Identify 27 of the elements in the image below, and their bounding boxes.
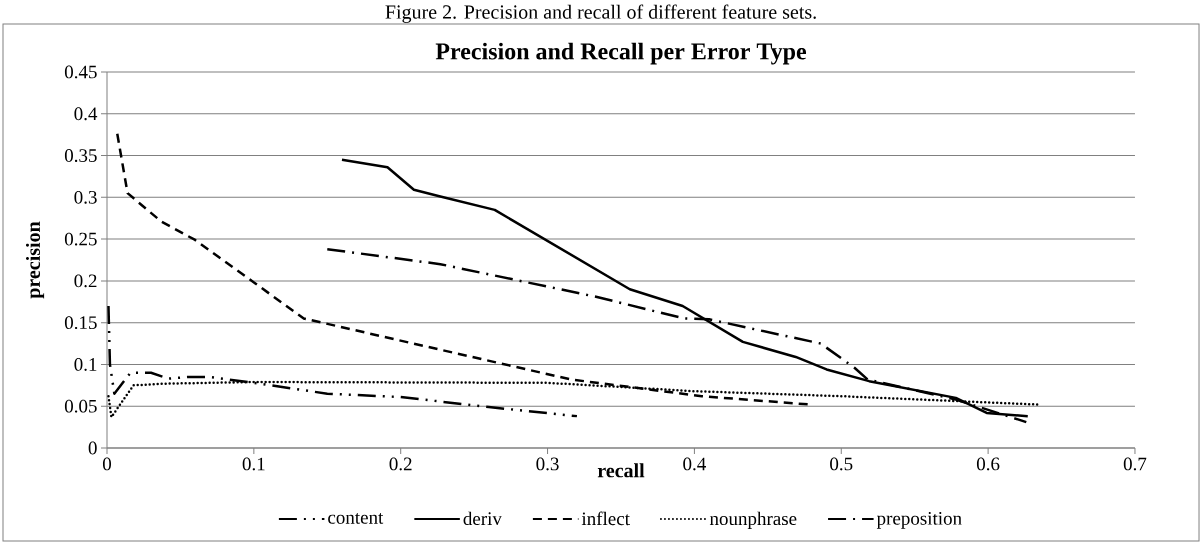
caption: Figure 2. Precision and recall of different feature sets. <box>385 4 816 23</box>
y-axis-title: precision <box>25 221 45 299</box>
legend-label: nounphrase <box>709 511 797 529</box>
x-tick-label: 0.4 <box>683 457 706 471</box>
x-tick-label: 0.5 <box>830 457 853 471</box>
legend-label: deriv <box>463 511 502 526</box>
y-tick-label: 0.45 <box>64 65 97 79</box>
y-tick-label: 0.35 <box>64 149 97 163</box>
y-tick-label: 0.1 <box>74 358 97 371</box>
x-tick-label: 0 <box>102 457 112 471</box>
legend-label: content <box>328 512 384 524</box>
y-tick-label: 0.2 <box>74 274 97 288</box>
y-tick-label: 0.4 <box>74 107 98 121</box>
x-tick-label: 0.7 <box>1123 457 1147 471</box>
x-tick-label: 0.6 <box>976 457 1000 471</box>
x-axis-title: recall <box>597 463 645 478</box>
chart-title: Precision and Recall per Error Type <box>435 42 807 65</box>
y-tick-label: 0.15 <box>64 316 97 330</box>
y-tick-label: 0.3 <box>74 190 97 204</box>
y-tick-label: 0 <box>88 441 97 455</box>
y-tick-label: 0.25 <box>64 232 97 246</box>
legend-label: preposition <box>876 512 962 529</box>
legend-label: inflect <box>581 511 630 526</box>
x-tick-label: 0.3 <box>536 457 559 471</box>
y-tick-label: 0.05 <box>64 399 97 413</box>
x-tick-label: 0.1 <box>242 457 265 471</box>
x-tick-label: 0.2 <box>389 457 412 471</box>
